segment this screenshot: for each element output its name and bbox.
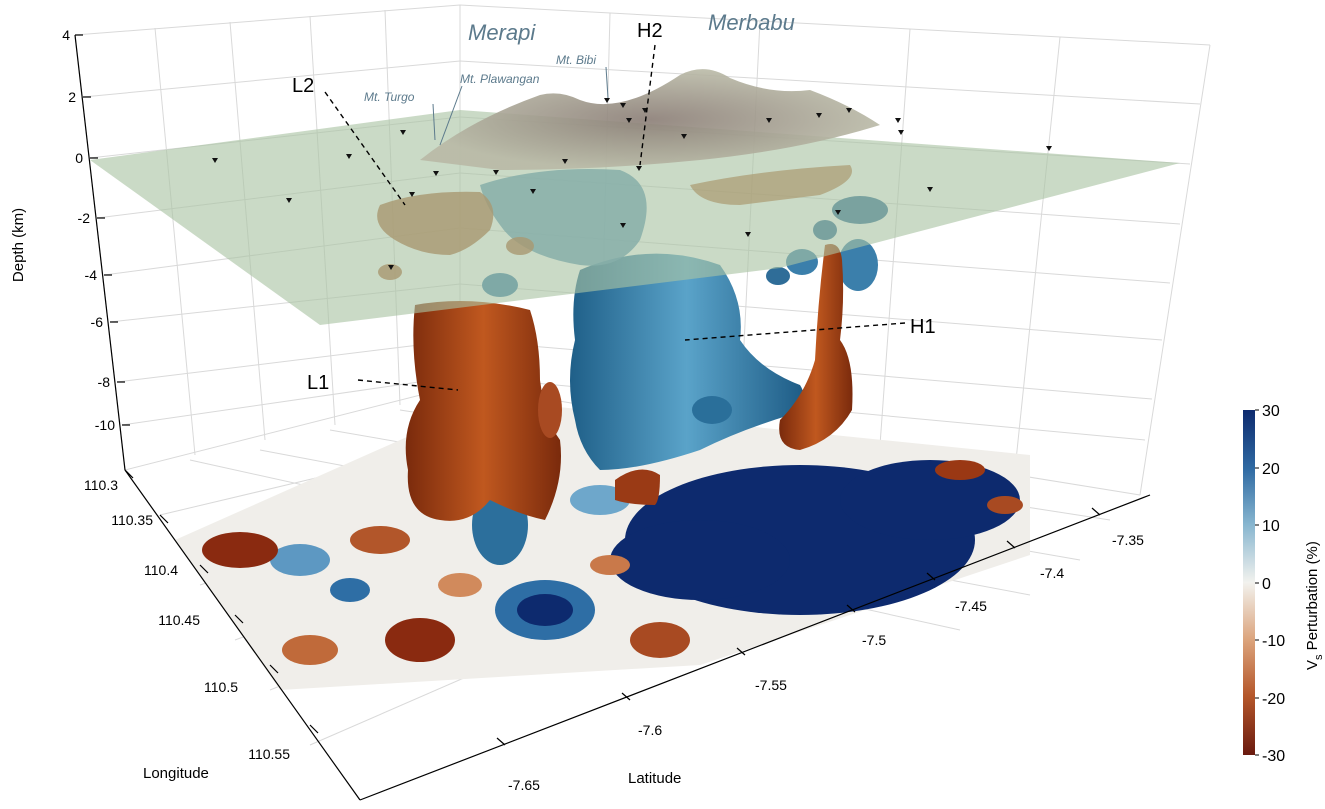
anomaly-label-h2: H2	[637, 20, 663, 42]
colorbar-tick: -20	[1262, 691, 1285, 708]
y-tick: -7.5	[862, 632, 886, 648]
colorbar-tick: 0	[1262, 576, 1271, 593]
colorbar-tick: -30	[1262, 748, 1285, 765]
colorbar-label-main: V	[1304, 660, 1321, 670]
colorbar-tick: 10	[1262, 518, 1280, 535]
axes	[74, 34, 1151, 801]
anomaly-leader-lines	[324, 44, 906, 391]
z-tick: -2	[78, 210, 91, 226]
z-axis-label: Depth (km)	[10, 208, 27, 282]
x-tick: 110.3	[84, 477, 118, 493]
colorbar-gradient	[1243, 410, 1255, 755]
colorbar-label-rest: Perturbation (%)	[1304, 541, 1321, 654]
colorbar-tick: 20	[1262, 461, 1280, 478]
x-tick: 110.55	[248, 746, 290, 762]
x-tick: 110.5	[204, 679, 238, 695]
x-tick: 110.35	[111, 512, 153, 528]
z-tick: -8	[98, 374, 111, 390]
colorbar-label-sub: s	[1313, 654, 1325, 660]
z-tick: -4	[85, 267, 98, 283]
z-tick: -10	[95, 417, 115, 433]
anomaly-label-l1: L1	[307, 372, 329, 394]
y-tick: -7.45	[955, 598, 987, 614]
anomaly-label-l2: L2	[292, 75, 314, 97]
volcano-leader-lines	[432, 66, 609, 146]
y-tick: -7.35	[1112, 532, 1144, 548]
merbabu-label: Merbabu	[708, 10, 795, 35]
z-tick: 4	[62, 27, 70, 43]
z-tick: 0	[75, 150, 83, 166]
surface-topography	[90, 69, 1180, 325]
z-tick: 2	[68, 89, 76, 105]
y-tick-labels: -7.35 -7.4 -7.45 -7.5 -7.55 -7.6 -7.65	[508, 532, 1144, 793]
turgo-label: Mt. Turgo	[364, 90, 415, 104]
depth-slice	[175, 400, 1030, 690]
x-tick: 110.45	[158, 612, 200, 628]
y-tick: -7.6	[638, 722, 662, 738]
merapi-label: Merapi	[468, 20, 536, 45]
bibi-label: Mt. Bibi	[556, 53, 596, 67]
colorbar-tick: -10	[1262, 633, 1285, 650]
colorbar: 30 20 10 0 -10 -20 -30 Vs Perturbation (…	[1243, 403, 1325, 765]
x-tick: 110.4	[144, 562, 178, 578]
y-axis-label: Latitude	[628, 770, 681, 787]
colorbar-tick: 30	[1262, 403, 1280, 420]
y-tick: -7.65	[508, 777, 540, 793]
plawangan-label: Mt. Plawangan	[460, 72, 540, 86]
anomaly-label-h1: H1	[910, 316, 936, 338]
colorbar-label: Vs Perturbation (%)	[1304, 541, 1325, 670]
x-axis-label: Longitude	[143, 765, 209, 782]
y-tick: -7.4	[1040, 565, 1064, 581]
y-tick: -7.55	[755, 677, 787, 693]
z-tick-labels: 4 2 0 -2 -4 -6 -8 -10	[62, 27, 115, 433]
x-tick-labels: 110.3 110.35 110.4 110.45 110.5 110.55	[84, 477, 290, 762]
z-tick: -6	[91, 314, 104, 330]
